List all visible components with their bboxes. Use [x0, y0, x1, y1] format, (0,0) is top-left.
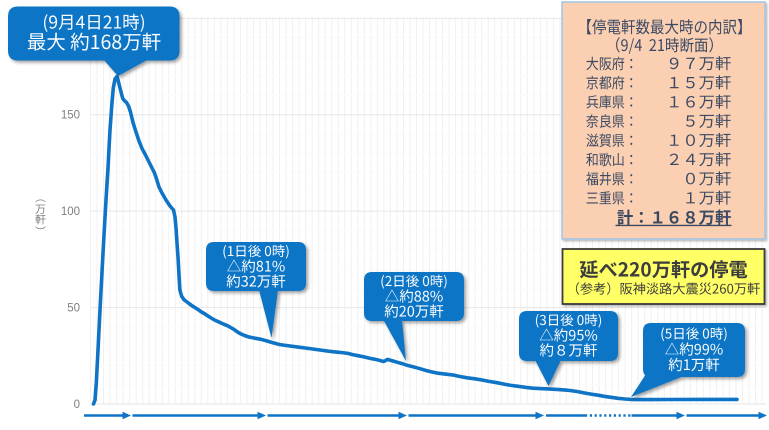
svg-text:100: 100 — [61, 206, 80, 218]
svg-text:50: 50 — [67, 303, 80, 315]
svg-text:150: 150 — [61, 110, 80, 122]
svg-text:0: 0 — [74, 399, 80, 411]
